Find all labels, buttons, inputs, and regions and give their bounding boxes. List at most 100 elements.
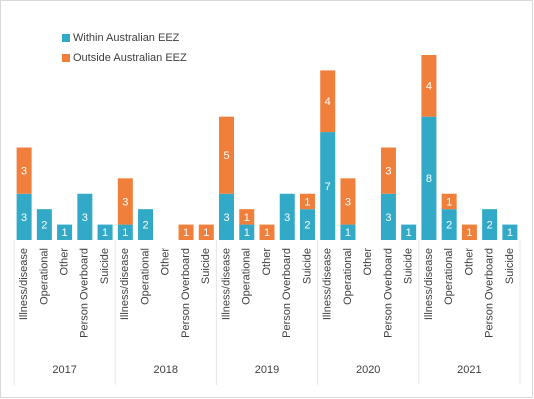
category-label: Other (362, 248, 374, 276)
bar-segment (117, 178, 133, 225)
bar-segment (340, 224, 356, 240)
value-label: 2 (142, 219, 148, 231)
category-label: Operational (443, 248, 455, 305)
category-label: Suicide (403, 248, 415, 284)
category-label: Other (59, 248, 71, 276)
value-label: 1 (244, 227, 250, 239)
value-label: 3 (345, 196, 351, 208)
value-label: 8 (426, 173, 432, 185)
value-label: 1 (102, 227, 108, 239)
bar-segment (461, 224, 477, 240)
bar-segment (441, 193, 457, 210)
bar-segment (320, 70, 336, 133)
value-label: 4 (426, 81, 432, 93)
category-label: Other (463, 248, 475, 276)
legend-swatch (62, 54, 70, 62)
category-label: Illness/disease (423, 248, 435, 320)
bar-segment (259, 224, 275, 240)
bar-segment (441, 209, 457, 240)
group-label: 2021 (457, 364, 481, 376)
value-label: 1 (203, 227, 209, 239)
bar-segment (198, 224, 214, 240)
bar-segment (340, 178, 356, 225)
value-label: 3 (385, 212, 391, 224)
value-label: 1 (507, 227, 513, 239)
bar-segment (299, 193, 315, 210)
category-label: Person Overboard (382, 248, 394, 338)
bar-segment (36, 209, 52, 240)
bar-segment (421, 116, 437, 240)
category-label: Operational (241, 248, 253, 305)
value-label: 1 (183, 227, 189, 239)
value-label: 1 (304, 196, 310, 208)
category-label: Operational (342, 248, 354, 305)
value-label: 3 (284, 212, 290, 224)
group-label: 2017 (52, 364, 76, 376)
category-label: Other (160, 248, 172, 276)
legend-label: Within Australian EEZ (73, 32, 180, 44)
value-label: 3 (385, 166, 391, 178)
category-label: Person Overboard (281, 248, 293, 338)
category-label: Suicide (301, 248, 313, 284)
bar-segment (320, 132, 336, 240)
value-label: 5 (223, 150, 229, 162)
value-label: 1 (122, 227, 128, 239)
value-label: 3 (223, 212, 229, 224)
group-label: 2018 (154, 364, 178, 376)
group-label: 2020 (356, 364, 380, 376)
legend-label: Outside Australian EEZ (73, 52, 187, 64)
category-label: Illness/disease (322, 248, 334, 320)
value-label: 1 (446, 196, 452, 208)
category-label: Suicide (99, 248, 111, 284)
bar-segment (380, 193, 396, 240)
value-label: 7 (325, 181, 331, 193)
bar-segment (239, 209, 255, 225)
value-label: 2 (446, 219, 452, 231)
value-label: 3 (122, 196, 128, 208)
bar-segment (219, 116, 235, 194)
category-label: Operational (139, 248, 151, 305)
value-label: 3 (21, 166, 27, 178)
bar-segment (299, 209, 315, 240)
category-label: Person Overboard (180, 248, 192, 338)
value-label: 3 (82, 212, 88, 224)
bar-segment (16, 193, 32, 240)
value-label: 2 (304, 219, 310, 231)
bar-segment (117, 224, 133, 240)
bar-segment (279, 193, 295, 240)
bar-segment (97, 224, 113, 240)
category-label: Suicide (504, 248, 516, 284)
group-label: 2019 (255, 364, 279, 376)
value-label: 2 (41, 219, 47, 231)
bar-segment (178, 224, 194, 240)
category-label: Illness/disease (220, 248, 232, 320)
category-label: Person Overboard (79, 248, 91, 338)
bar-segment (421, 55, 437, 117)
value-label: 4 (325, 96, 331, 108)
bar-segment (239, 224, 255, 240)
value-label: 2 (487, 219, 493, 231)
value-label: 3 (21, 212, 27, 224)
bar-segment (16, 147, 32, 194)
category-label: Person Overboard (484, 248, 496, 338)
value-label: 1 (264, 227, 270, 239)
value-label: 1 (345, 227, 351, 239)
bar-segment (57, 224, 73, 240)
value-label: 1 (62, 227, 68, 239)
category-label: Operational (38, 248, 50, 305)
category-label: Illness/disease (119, 248, 131, 320)
category-label: Suicide (200, 248, 212, 284)
bar-segment (482, 209, 498, 240)
value-label: 1 (406, 227, 412, 239)
bar-segment (401, 224, 417, 240)
bar-segment (138, 209, 154, 240)
bar-segment (219, 193, 235, 240)
value-label: 1 (466, 227, 472, 239)
legend-swatch (62, 34, 70, 42)
category-label: Other (261, 248, 273, 276)
bar-segment (77, 193, 93, 240)
bar-segment (502, 224, 518, 240)
category-label: Illness/disease (18, 248, 30, 320)
bar-segment (380, 147, 396, 194)
